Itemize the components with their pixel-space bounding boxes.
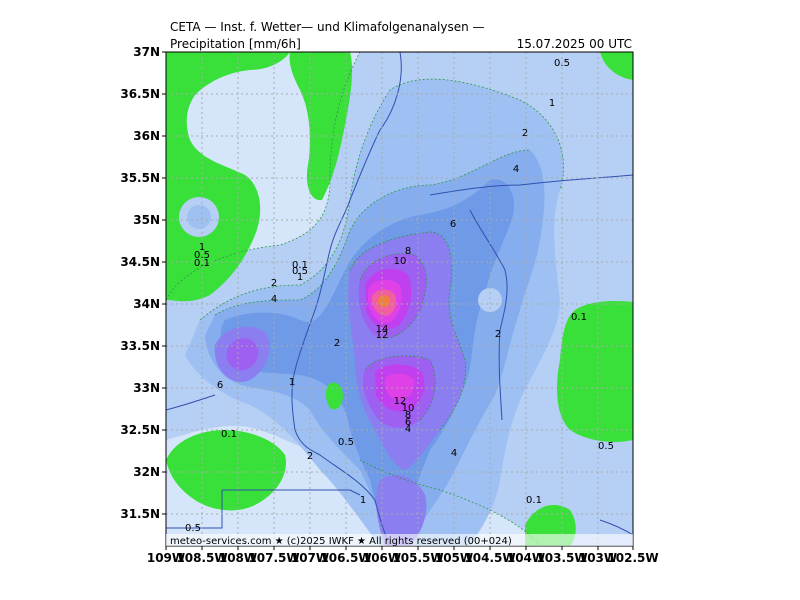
lat-label: 37N (133, 45, 160, 59)
lat-label: 32.5N (120, 423, 160, 437)
contour-label: 0.5 (185, 523, 201, 534)
contour-label: 2 (522, 128, 528, 139)
lat-label: 34.5N (120, 255, 160, 269)
contour-label: 0.1 (194, 258, 210, 269)
lon-label: 108W (219, 551, 257, 565)
dry-central (325, 382, 343, 410)
contour-label: 2 (307, 451, 313, 462)
map-title: CETA — Inst. f. Wetter— und Klimafolgena… (170, 20, 485, 34)
lat-label: 34N (133, 297, 160, 311)
lon-label: 109W (147, 551, 185, 565)
lon-label: 103.5W (536, 551, 587, 565)
axis-ticks: 37N 36.5N 36N 35.5N 35N 34.5N 34N 33.5N 33N 32.5N… (120, 45, 658, 565)
dry-east (557, 300, 633, 442)
field-peak (378, 295, 390, 307)
lon-label: 104.5W (464, 551, 515, 565)
contour-label: 2 (495, 329, 501, 340)
lat-label: 33.5N (120, 339, 160, 353)
field-12-south (384, 373, 415, 400)
lat-label: 32N (133, 465, 160, 479)
contour-label: 0.1 (221, 429, 237, 440)
contour-label: 0.5 (292, 266, 308, 277)
contour-label: 0.5 (338, 437, 354, 448)
lon-label: 102.5W (607, 551, 658, 565)
contour-label: 12 (394, 396, 407, 407)
contour-label: 2 (334, 338, 340, 349)
contour-label: 0.1 (526, 495, 542, 506)
dry-northeast (600, 52, 633, 80)
dry-north (289, 52, 353, 201)
lat-label: 35N (133, 213, 160, 227)
field-8-west (226, 338, 259, 371)
map-fields (166, 52, 633, 546)
contour-label: 1 (289, 377, 295, 388)
contour-label: 0.1 (292, 260, 308, 271)
contour-label: 1 (360, 495, 366, 506)
contour-label: 1 (297, 272, 303, 283)
lon-label: 107.5W (248, 551, 299, 565)
contour-label: 6 (217, 380, 223, 391)
contour-label: 14 (376, 324, 389, 335)
lon-label: 103W (579, 551, 617, 565)
contour-label: 0.5 (194, 250, 210, 261)
credit-text: meteo-services.com ★ (c)2025 IWKF ★ All … (170, 536, 512, 547)
field-blob-e (478, 288, 502, 312)
contour-label: 2 (271, 278, 277, 289)
lat-label: 36N (133, 129, 160, 143)
field-blob-nw-core (187, 205, 211, 229)
map-subtitle: Precipitation [mm/6h] (170, 37, 301, 51)
contour-label: 4 (513, 164, 519, 175)
lat-label: 33N (133, 381, 160, 395)
contour-label: 12 (376, 330, 389, 341)
lon-label: 105.5W (392, 551, 443, 565)
contour-label: 10 (394, 256, 407, 267)
credit-band (166, 534, 633, 546)
lon-label: 104W (507, 551, 545, 565)
lat-label: 31.5N (120, 507, 160, 521)
valid-time: 15.07.2025 00 UTC (516, 37, 632, 51)
lon-label: 105W (435, 551, 473, 565)
lon-label: 108.5W (176, 551, 227, 565)
dry-northwest (166, 52, 290, 302)
contour-label: 4 (451, 448, 457, 459)
state-borders (166, 52, 633, 546)
contour-label: 1 (549, 98, 555, 109)
lon-label: 106W (363, 551, 401, 565)
graticule (166, 52, 633, 546)
contour-label: 1 (199, 242, 205, 253)
field-6-south (376, 475, 427, 546)
contour-label: 6 (405, 417, 411, 428)
contour-label: 8 (405, 410, 411, 421)
lat-label: 35.5N (120, 171, 160, 185)
contour-label: 8 (405, 246, 411, 257)
contour-label: 4 (271, 294, 277, 305)
contour-label: 0.5 (554, 58, 570, 69)
lat-label: 36.5N (120, 87, 160, 101)
contour-label: 10 (402, 403, 415, 414)
contour-label: 0.1 (571, 312, 587, 323)
contour-label: 0.5 (598, 441, 614, 452)
lon-label: 106.5W (320, 551, 371, 565)
lon-label: 107W (291, 551, 329, 565)
contour-label: 6 (450, 219, 456, 230)
contour-label: 4 (405, 424, 411, 435)
